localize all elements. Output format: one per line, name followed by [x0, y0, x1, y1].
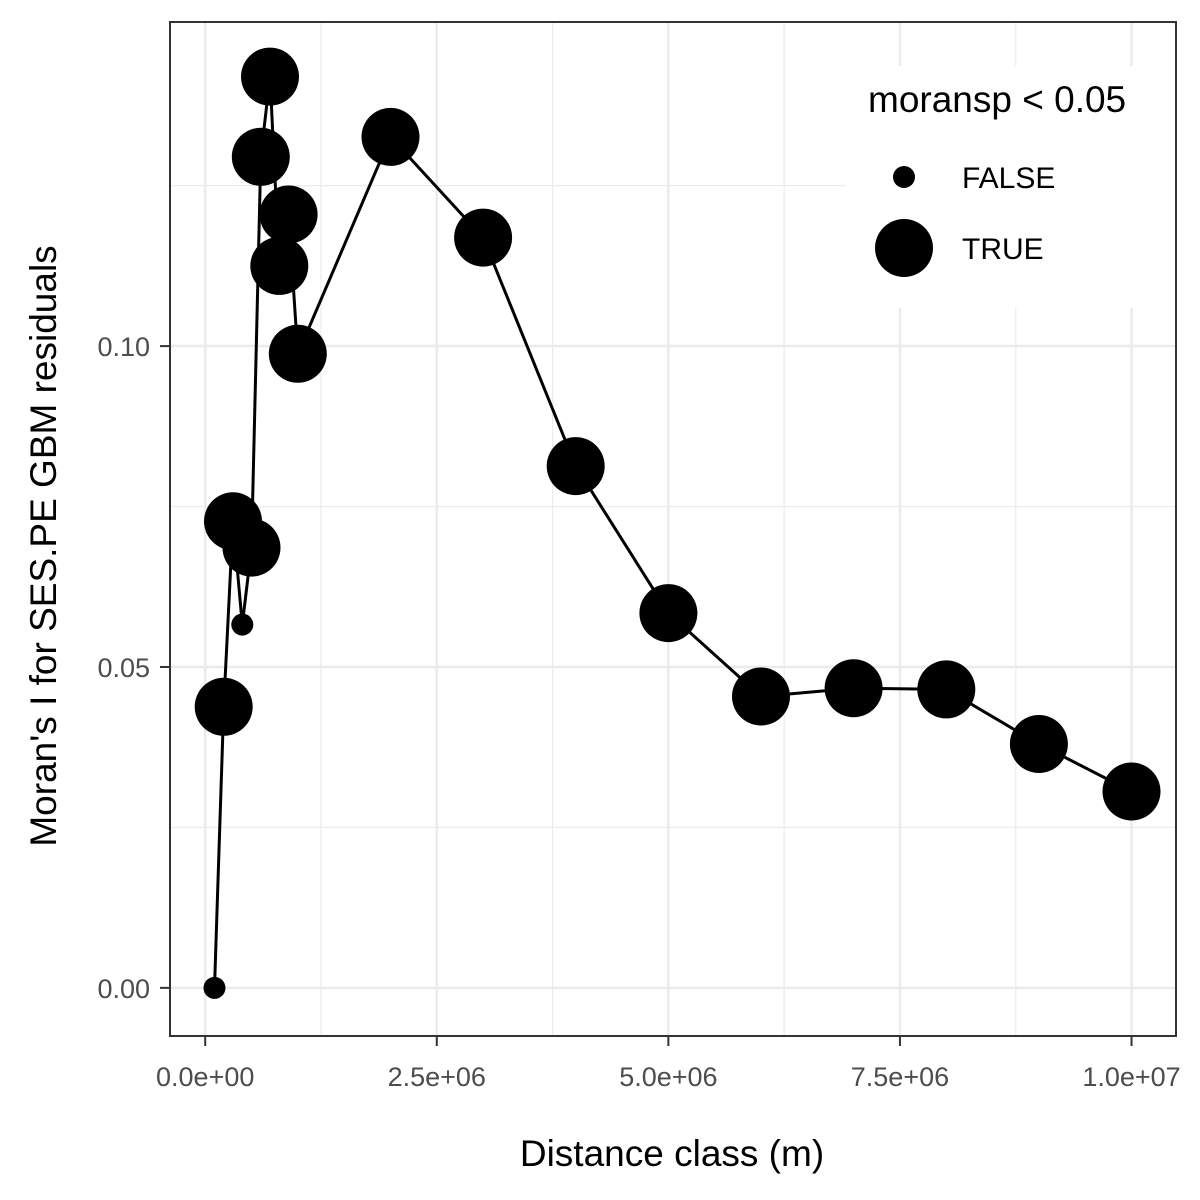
data-point-significant — [231, 127, 290, 186]
y-tick-label: 0.00 — [97, 974, 150, 1004]
data-point-significant — [917, 660, 976, 719]
data-point-significant — [1102, 762, 1161, 821]
legend: moransp < 0.05 FALSE TRUE — [846, 66, 1198, 308]
data-point-significant — [268, 324, 327, 383]
data-point-significant — [1009, 715, 1068, 773]
x-tick-label: 7.5e+06 — [851, 1062, 949, 1092]
data-point-significant — [639, 584, 698, 643]
data-point-significant — [361, 107, 420, 166]
data-points — [194, 47, 1161, 999]
data-point-significant — [241, 47, 299, 106]
data-point-not-significant — [231, 613, 254, 636]
x-tick-label: 1.0e+07 — [1082, 1062, 1180, 1092]
legend-key-false — [893, 166, 915, 188]
panel-frame — [169, 21, 1177, 1037]
data-point-significant — [546, 437, 605, 496]
y-tick-label: 0.10 — [97, 332, 150, 362]
y-tick-label: 0.05 — [97, 653, 150, 683]
data-point-significant — [732, 667, 790, 726]
legend-label-false: FALSE — [962, 162, 1055, 195]
legend-label-true: TRUE — [962, 233, 1044, 266]
data-point-significant — [259, 185, 318, 244]
axes: 0.0e+00 2.5e+06 5.0e+06 7.5e+06 1.0e+07 0.00 0… — [97, 332, 1180, 1092]
panel-border — [169, 21, 1177, 1037]
y-axis-title: Moran's I for SES.PE GBM residuals — [23, 245, 64, 846]
x-tick-label: 2.5e+06 — [388, 1062, 486, 1092]
data-point-significant — [222, 518, 281, 577]
data-point-significant — [824, 659, 883, 718]
data-point-significant — [250, 236, 309, 295]
x-tick-label: 5.0e+06 — [619, 1062, 717, 1092]
data-point-significant — [454, 208, 513, 267]
x-axis-title: Distance class (m) — [520, 1133, 824, 1174]
data-point-significant — [194, 677, 253, 736]
data-point-not-significant — [203, 976, 226, 999]
legend-key-true — [875, 219, 933, 277]
legend-title: moransp < 0.05 — [868, 79, 1126, 120]
x-tick-label: 0.0e+00 — [156, 1062, 254, 1092]
